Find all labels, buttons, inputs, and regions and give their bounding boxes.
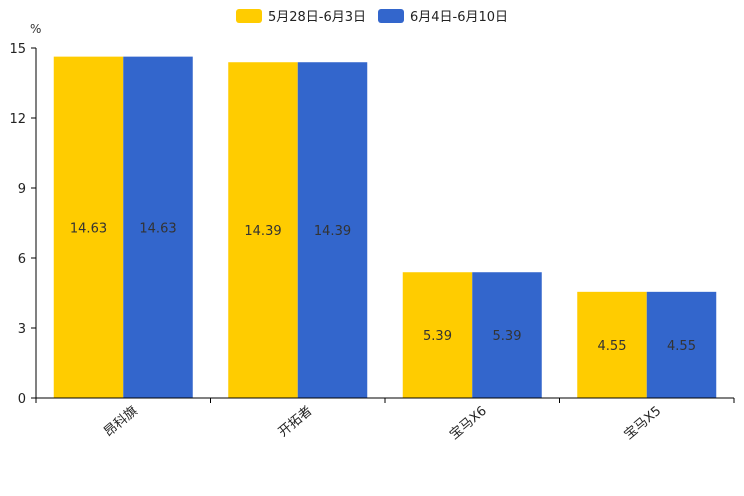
bar-data-label: 4.55 — [667, 339, 696, 354]
x-tick-label: 开拓者 — [276, 404, 316, 441]
y-axis: 0 3 6 9 12 15 — [9, 42, 37, 407]
legend-item-series-1[interactable]: 5月28日-6月3日 — [235, 6, 366, 25]
bar-1-1[interactable] — [53, 56, 124, 399]
bar-data-label: 14.39 — [244, 224, 281, 239]
y-tick-label: 15 — [9, 42, 26, 57]
y-tick-label: 0 — [18, 392, 26, 407]
y-tick-label: 3 — [18, 322, 26, 337]
bar-2-2[interactable] — [297, 62, 368, 398]
x-tick-label: 昂科旗 — [101, 403, 141, 440]
x-tick-label: 宝马X6 — [447, 404, 490, 443]
y-tick-label: 12 — [9, 112, 26, 127]
y-tick-label: 9 — [18, 182, 26, 197]
legend-swatch-series-1 — [235, 8, 262, 23]
chart-legend: 5月28日-6月3日 6月4日-6月10日 — [0, 6, 744, 25]
bar-1-4[interactable] — [577, 291, 647, 398]
legend-label-series-1: 5月28日-6月3日 — [267, 10, 366, 25]
bar-data-label: 4.55 — [598, 339, 627, 354]
bar-2-1[interactable] — [123, 56, 193, 399]
legend-label-series-2: 6月4日-6月10日 — [410, 10, 509, 25]
bar-2-4[interactable] — [646, 291, 717, 398]
bar-data-label: 14.63 — [139, 221, 176, 236]
x-axis: 昂科旗 开拓者 宝马X6 宝马X5 — [35, 397, 735, 443]
bar-2-3[interactable] — [472, 272, 542, 398]
bar-data-label: 5.39 — [423, 329, 452, 344]
x-tick-label: 宝马X5 — [622, 404, 665, 443]
bar-data-label: 5.39 — [493, 329, 522, 344]
bars-group: 14.63 14.63 14.39 14.39 5.39 5.39 4.55 4.55 — [53, 56, 717, 399]
y-tick-label: 6 — [18, 252, 26, 267]
bar-1-3[interactable] — [402, 272, 473, 398]
bar-data-label: 14.63 — [70, 221, 107, 236]
y-unit-label: % — [30, 22, 41, 36]
bar-data-label: 14.39 — [314, 224, 351, 239]
legend-item-series-2[interactable]: 6月4日-6月10日 — [378, 6, 508, 25]
legend-swatch-series-2 — [378, 8, 404, 23]
bar-1-2[interactable] — [228, 62, 298, 398]
